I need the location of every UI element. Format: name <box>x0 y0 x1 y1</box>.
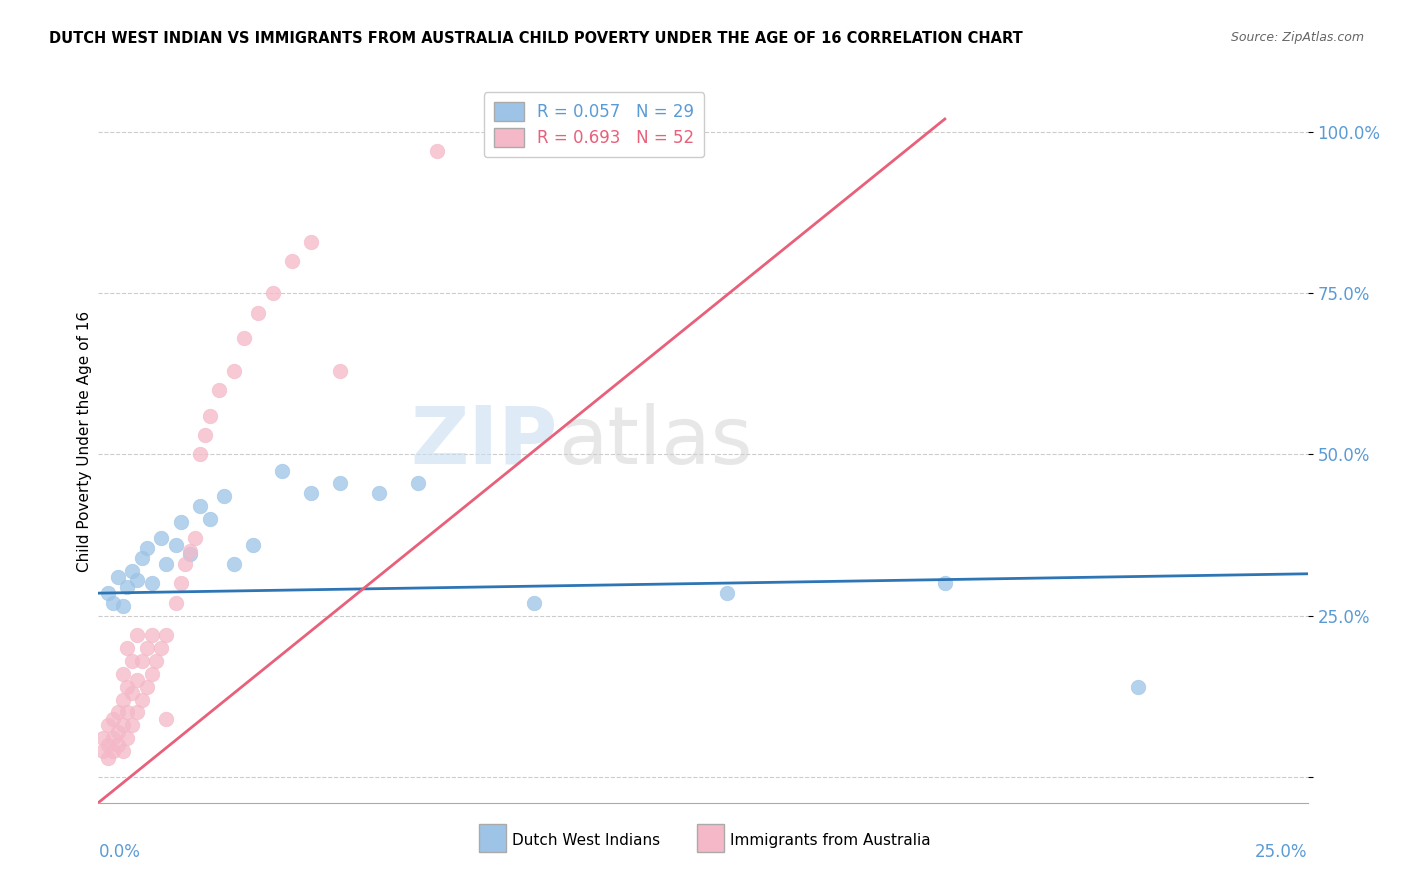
Legend: R = 0.057   N = 29, R = 0.693   N = 52: R = 0.057 N = 29, R = 0.693 N = 52 <box>484 92 704 157</box>
Point <box>121 654 143 668</box>
Point <box>222 557 245 571</box>
Point <box>117 580 139 594</box>
Text: Source: ZipAtlas.com: Source: ZipAtlas.com <box>1230 31 1364 45</box>
Point <box>131 654 153 668</box>
Point <box>198 409 221 423</box>
Text: atlas: atlas <box>558 402 752 481</box>
Point <box>188 499 211 513</box>
Point <box>179 548 201 562</box>
Text: Immigrants from Australia: Immigrants from Australia <box>730 833 931 848</box>
Point <box>141 576 163 591</box>
Point <box>101 596 124 610</box>
Point <box>131 550 153 565</box>
Point <box>101 731 124 746</box>
Point <box>141 628 163 642</box>
Point <box>426 145 449 159</box>
Point <box>97 738 120 752</box>
Text: 0.0%: 0.0% <box>98 843 141 861</box>
Point <box>145 654 167 668</box>
Point <box>135 680 157 694</box>
Text: ZIP: ZIP <box>411 402 558 481</box>
Point <box>141 666 163 681</box>
Point <box>299 235 322 249</box>
Point <box>135 640 157 655</box>
Point <box>111 692 134 706</box>
FancyBboxPatch shape <box>479 824 506 852</box>
Point <box>107 570 129 584</box>
Point <box>368 486 391 500</box>
Point <box>107 724 129 739</box>
Point <box>111 666 134 681</box>
Point <box>127 706 149 720</box>
Point <box>329 363 352 377</box>
Point <box>208 383 231 397</box>
Point <box>91 744 114 758</box>
Point <box>155 557 177 571</box>
Point <box>165 596 187 610</box>
Point <box>107 706 129 720</box>
Point <box>101 744 124 758</box>
Point <box>198 512 221 526</box>
Point <box>111 718 134 732</box>
Point <box>91 731 114 746</box>
Point <box>117 731 139 746</box>
Point <box>165 538 187 552</box>
Point <box>406 476 429 491</box>
Point <box>121 718 143 732</box>
Point <box>127 573 149 587</box>
Point <box>247 305 270 319</box>
Point <box>174 557 197 571</box>
Point <box>523 596 546 610</box>
Point <box>184 531 207 545</box>
Point <box>222 363 245 377</box>
Point <box>329 476 352 491</box>
Point <box>934 576 956 591</box>
Point <box>107 738 129 752</box>
Point <box>169 515 191 529</box>
Point <box>97 586 120 600</box>
Point <box>121 564 143 578</box>
Point <box>131 692 153 706</box>
Text: Dutch West Indians: Dutch West Indians <box>512 833 659 848</box>
Point <box>101 712 124 726</box>
Point <box>1128 680 1150 694</box>
Point <box>111 744 134 758</box>
Point <box>212 489 235 503</box>
Point <box>117 680 139 694</box>
Point <box>127 628 149 642</box>
Point <box>111 599 134 613</box>
Point <box>179 544 201 558</box>
Point <box>242 538 264 552</box>
Point <box>262 286 284 301</box>
Point <box>169 576 191 591</box>
Point <box>281 254 304 268</box>
Y-axis label: Child Poverty Under the Age of 16: Child Poverty Under the Age of 16 <box>77 311 91 572</box>
Text: DUTCH WEST INDIAN VS IMMIGRANTS FROM AUSTRALIA CHILD POVERTY UNDER THE AGE OF 16: DUTCH WEST INDIAN VS IMMIGRANTS FROM AUS… <box>49 31 1024 46</box>
Point <box>97 750 120 764</box>
Text: 25.0%: 25.0% <box>1256 843 1308 861</box>
Point <box>117 640 139 655</box>
Point <box>135 541 157 555</box>
Point <box>117 706 139 720</box>
Point <box>188 447 211 461</box>
Point <box>155 712 177 726</box>
FancyBboxPatch shape <box>697 824 724 852</box>
Point <box>716 586 738 600</box>
Point <box>150 531 173 545</box>
Point <box>194 428 217 442</box>
Point <box>150 640 173 655</box>
Point <box>155 628 177 642</box>
Point <box>299 486 322 500</box>
Point <box>97 718 120 732</box>
Point <box>232 331 254 345</box>
Point <box>271 464 294 478</box>
Point <box>121 686 143 700</box>
Point <box>127 673 149 688</box>
